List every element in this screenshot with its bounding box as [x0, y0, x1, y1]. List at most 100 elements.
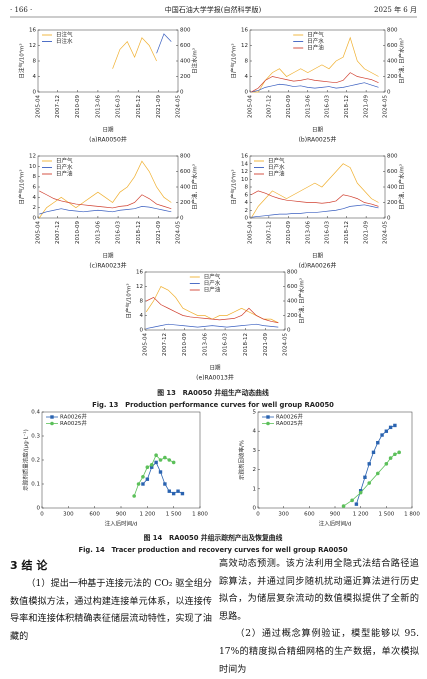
- x-tick-label: 2018-12: [344, 221, 350, 244]
- data-point: [371, 450, 376, 455]
- figure-caption-en: Fig. 14 Tracer production and recovery c…: [78, 546, 347, 554]
- subfigure-title: (a)RA0050井: [89, 136, 127, 144]
- x-tick-label: 300: [63, 512, 74, 518]
- y-axis-label: 日产气/10⁴m³: [230, 169, 238, 204]
- y2-tick-label: 400: [387, 185, 398, 191]
- data-point: [388, 456, 393, 460]
- legend-label: 日产水: [307, 37, 324, 45]
- x-tick-label: 2016-03: [116, 95, 122, 118]
- series-line: [146, 323, 279, 329]
- data-point: [180, 491, 185, 496]
- x-tick-label: 1 800: [192, 512, 208, 518]
- page: · 166 · 中国石油大学学报(自然科学版) 2025 年 6 月 图 13 …: [10, 5, 420, 675]
- y-tick-label: 8: [33, 174, 37, 180]
- x-axis-label: 注入后时间/d: [319, 520, 352, 528]
- data-point: [363, 475, 367, 479]
- data-point: [375, 471, 380, 476]
- subfigure-title: (b)RA0025井: [299, 136, 337, 144]
- y-axis-label: 示踪剂回收率/%: [238, 440, 246, 480]
- y-tick-label: 14: [241, 161, 248, 167]
- x-tick-label: 2016-03: [325, 95, 331, 118]
- x-tick-label: 2018-12: [243, 333, 249, 356]
- x-tick-label: 2013-06: [95, 95, 101, 118]
- y-tick-label: 2: [253, 467, 257, 473]
- series-line: [251, 190, 379, 207]
- y2-axis-label: 日产油, 日产水/m³: [298, 278, 306, 324]
- data-point: [367, 462, 371, 466]
- x-axis-label: 日期: [312, 253, 324, 260]
- x-tick-label: 2016-03: [223, 333, 229, 356]
- series-line: [356, 425, 396, 505]
- y2-tick-label: 800: [180, 28, 191, 34]
- subfigure-title: (d)RA0026井: [299, 262, 337, 270]
- series-line: [251, 82, 379, 93]
- legend-label: RA0026井: [60, 413, 87, 421]
- subfigure-title: (c)RA0023井: [89, 262, 126, 270]
- y2-tick-label: 200: [287, 313, 298, 319]
- x-tick-label: 2018-12: [344, 95, 350, 118]
- y-tick-label: 8: [33, 59, 37, 65]
- y2-tick-label: 0: [180, 216, 184, 222]
- y-tick-label: 6: [245, 192, 249, 198]
- x-tick-label: 2007-12: [162, 333, 168, 356]
- y2-tick-label: 600: [180, 43, 191, 49]
- x-tick-label: 2007-12: [55, 221, 61, 244]
- data-point: [149, 463, 154, 467]
- y2-axis-label: 日产油, 日产水/m³: [398, 164, 406, 210]
- y2-tick-label: 200: [387, 200, 398, 206]
- x-tick-label: 1 200: [139, 512, 155, 518]
- x-tick-label: 2010-09: [286, 221, 292, 244]
- y2-tick-label: 0: [387, 90, 391, 96]
- x-tick-label: 900: [330, 512, 341, 518]
- data-point: [141, 482, 145, 486]
- y-tick-label: 16: [241, 154, 248, 160]
- x-tick-label: 2005-04: [36, 95, 42, 118]
- x-tick-label: 2007-12: [266, 221, 272, 244]
- y-tick-label: 16: [136, 270, 143, 276]
- legend-label: 日产水: [56, 163, 73, 171]
- x-tick-label: 1 800: [404, 512, 420, 518]
- data-point: [171, 491, 176, 496]
- data-point: [393, 423, 397, 428]
- series-line: [39, 206, 172, 215]
- data-point: [150, 465, 154, 469]
- data-point: [397, 450, 401, 455]
- data-point: [145, 477, 150, 481]
- data-point: [132, 494, 136, 498]
- x-tick-label: 2021-09: [263, 333, 269, 356]
- x-tick-label: 600: [304, 512, 315, 518]
- data-point: [380, 433, 384, 437]
- y2-tick-label: 0: [180, 90, 184, 96]
- y2-tick-label: 600: [180, 169, 191, 175]
- y-tick-label: 4: [33, 74, 37, 80]
- x-axis-label: 日期: [102, 127, 114, 134]
- y-tick-label: 0: [33, 216, 37, 222]
- section-heading: 3 结 论: [10, 559, 48, 572]
- series-line: [251, 72, 379, 93]
- legend-label: 日注水: [56, 37, 73, 45]
- x-tick-label: 1 500: [166, 512, 182, 518]
- y-tick-label: 4: [245, 74, 249, 80]
- legend-marker: [266, 421, 270, 426]
- y-axis-label: 日产气/10⁴m³: [230, 43, 238, 78]
- y-tick-label: 2: [33, 205, 37, 211]
- series-line: [250, 163, 379, 219]
- data-point: [145, 465, 150, 470]
- y-tick-label: 0: [140, 328, 144, 334]
- y2-tick-label: 200: [180, 74, 191, 80]
- y2-tick-label: 400: [180, 185, 191, 191]
- y-tick-label: 12: [241, 169, 248, 175]
- x-tick-label: 2007-12: [55, 95, 61, 118]
- series-line: [39, 190, 172, 210]
- x-axis-label: 日期: [102, 253, 114, 260]
- data-point: [167, 489, 171, 493]
- legend-label: RA0025井: [276, 419, 303, 427]
- x-tick-label: 0: [40, 512, 44, 518]
- journal-name: 中国石油大学学报(自然科学版): [165, 5, 262, 14]
- x-tick-label: 2007-12: [266, 95, 272, 118]
- x-tick-label: 2005-04: [143, 333, 149, 356]
- y-tick-label: 2: [245, 208, 249, 214]
- y2-tick-label: 400: [287, 299, 298, 305]
- y2-axis-label: 日产油, 日产水/m³: [398, 38, 406, 84]
- text-column: 高效动态预测。该方法利用全隐式法结合路径追踪算法，并通过同步随机扰动逼近算法进行…: [219, 556, 419, 679]
